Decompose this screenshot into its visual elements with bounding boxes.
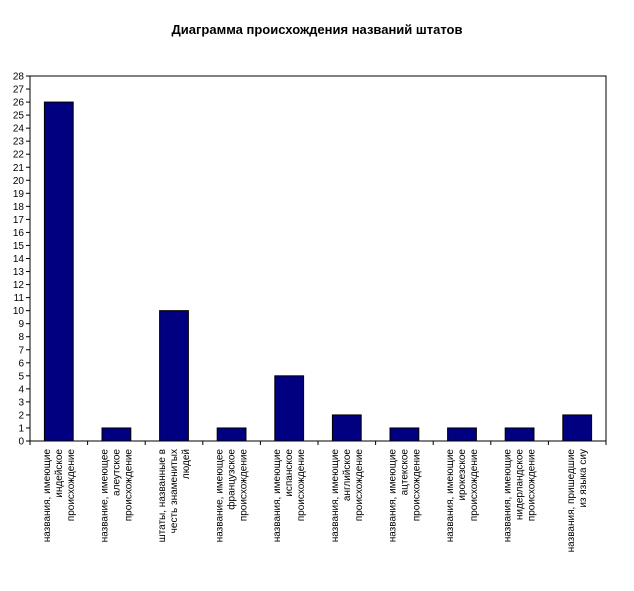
x-category-label: названия, имеющие <box>42 449 53 543</box>
y-tick-label: 10 <box>13 306 25 317</box>
y-tick-label: 3 <box>18 397 24 408</box>
y-tick-label: 17 <box>13 215 25 226</box>
bar <box>504 427 535 442</box>
y-tick-label: 5 <box>18 371 24 382</box>
x-category-label: людей <box>181 449 192 479</box>
x-category-label: названия, имеющие <box>503 449 514 543</box>
x-category-label: ирокезское <box>457 449 468 501</box>
y-tick-label: 16 <box>13 228 25 239</box>
bar <box>216 427 247 442</box>
y-tick-label: 11 <box>14 293 25 304</box>
bar <box>274 375 305 442</box>
y-tick-label: 12 <box>13 280 25 291</box>
bar <box>447 427 477 442</box>
x-category-label: испанское <box>284 449 295 497</box>
y-tick-label: 18 <box>13 202 25 213</box>
x-category-label: названия, имеющие <box>330 449 341 543</box>
y-tick-label: 20 <box>13 176 25 187</box>
bar <box>562 414 593 442</box>
x-category-label: ацтекское <box>399 449 410 496</box>
x-category-label: происхождение <box>123 449 134 522</box>
x-category-label: происхождение <box>527 449 538 522</box>
y-tick-label: 25 <box>13 111 25 122</box>
y-tick-label: 8 <box>18 332 24 343</box>
y-tick-label: 7 <box>18 345 24 356</box>
y-tick-label: 4 <box>18 384 24 395</box>
y-tick-label: 14 <box>13 254 25 265</box>
y-tick-label: 22 <box>13 150 25 161</box>
y-tick-label: 9 <box>18 319 24 330</box>
y-tick-label: 21 <box>13 163 25 174</box>
x-category-label: честь знаменитых <box>169 449 180 533</box>
bar <box>101 427 132 442</box>
y-tick-label: 0 <box>18 437 24 448</box>
y-tick-label: 2 <box>18 410 24 421</box>
x-category-label: индейское <box>54 449 65 498</box>
x-category-label: штаты, названные в <box>157 449 168 542</box>
x-category-label: происхождение <box>296 449 307 522</box>
x-category-label: алеутское <box>111 449 122 496</box>
x-category-label: названия, имеющие <box>445 449 456 543</box>
y-tick-label: 19 <box>13 189 25 200</box>
x-category-label: названия, имеющие <box>387 449 398 543</box>
plot-area: 0123456789101112131415161718192021222324… <box>13 72 607 553</box>
y-tick-label: 24 <box>13 124 25 135</box>
y-tick-label: 23 <box>13 137 25 148</box>
x-category-label: название, имеющее <box>99 449 110 543</box>
x-category-label: происхождение <box>411 449 422 522</box>
x-category-label: происхождение <box>354 449 365 522</box>
plot-frame <box>29 75 607 442</box>
x-category-label: происхождение <box>239 449 250 522</box>
bar <box>389 427 420 442</box>
x-category-label: нидерландское <box>515 449 526 521</box>
y-tick-label: 27 <box>13 85 25 96</box>
bar <box>159 310 189 442</box>
y-tick-label: 1 <box>18 423 24 434</box>
x-category-label: происхождение <box>66 449 77 522</box>
bar <box>331 414 362 442</box>
x-category-label: названия, пришедшие <box>566 449 577 553</box>
chart-title: Диаграмма происхождения названий штатов <box>171 22 463 37</box>
y-tick-label: 26 <box>13 98 25 109</box>
x-category-label: из языка сиу <box>578 449 589 508</box>
bar <box>43 101 74 442</box>
x-category-label: французское <box>226 449 238 510</box>
x-category-label: английское <box>342 449 353 502</box>
y-tick-label: 6 <box>18 358 24 369</box>
y-tick-label: 13 <box>13 267 25 278</box>
x-category-label: название, имеющее <box>215 449 226 543</box>
y-tick-label: 28 <box>13 72 25 83</box>
y-tick-label: 15 <box>13 241 25 252</box>
x-category-label: названия, имеющие <box>272 449 283 543</box>
x-category-label: происхождение <box>469 449 480 522</box>
